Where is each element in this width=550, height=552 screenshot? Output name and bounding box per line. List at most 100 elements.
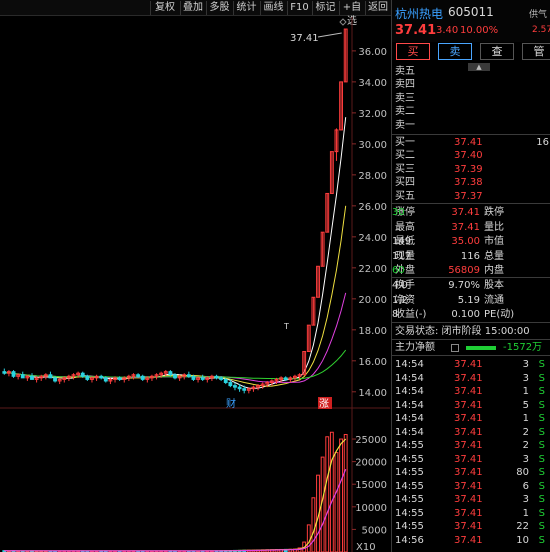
stat-label: 收益(-) <box>395 309 427 320</box>
tick-time: 14:54 <box>395 399 424 411</box>
candle-body <box>90 377 94 380</box>
stock-extra: 供气 <box>529 10 548 20</box>
order-volume: 16 <box>536 137 549 148</box>
high-price-label: 37.41 <box>290 33 319 44</box>
stat-label: 量比 <box>484 221 504 233</box>
divider <box>392 203 550 204</box>
tick-volume: 80 <box>516 467 529 478</box>
candle-body <box>196 377 200 380</box>
ma20-line <box>4 292 347 383</box>
stat-label: 换手 <box>395 280 415 291</box>
stat-label: 股本 <box>484 280 504 291</box>
buy-button[interactable]: 买 <box>396 43 430 60</box>
tick-volume: 3 <box>522 453 529 465</box>
stock-change-pct: 10.00% <box>460 25 499 36</box>
toolbar-button-4[interactable]: 画线 <box>260 1 286 15</box>
volume-bar <box>325 436 330 552</box>
tick-side: S <box>538 372 545 384</box>
tick-volume: 22 <box>516 521 529 532</box>
candle-body <box>2 371 7 374</box>
candle-body <box>186 374 191 377</box>
toolbar-button-8[interactable]: 返回 <box>365 1 390 15</box>
tick-price: 37.41 <box>454 426 483 438</box>
candle-body <box>43 374 48 377</box>
toolbar-button-2[interactable]: 多股 <box>206 1 232 15</box>
divider <box>392 134 550 135</box>
candle-body <box>237 386 242 390</box>
volume-tick-label: 5000 <box>362 525 387 536</box>
tick-row: 14:55 37.41 6 S <box>392 481 550 493</box>
candle-body <box>99 375 104 379</box>
quote-stat-row: 净资 5.19 流通 1.2 <box>392 295 550 307</box>
candle-body <box>113 377 117 380</box>
stat-label: 市值 <box>484 236 504 247</box>
volume-tick-label: 25000 <box>355 435 387 446</box>
order-book-buy-row: 买四 37.38 <box>392 177 550 189</box>
candle-body <box>94 375 99 379</box>
toolbar-button-1[interactable]: 叠加 <box>180 1 205 15</box>
stat-value: 30 <box>392 207 405 218</box>
price-tick-label: 24.00 <box>358 233 387 244</box>
candle-body <box>251 386 256 390</box>
tick-price: 37.41 <box>454 440 483 451</box>
candle-body <box>214 375 219 379</box>
tick-row: 14:54 37.41 3 S <box>392 359 550 371</box>
tick-volume: 6 <box>522 480 529 492</box>
candle-body <box>320 231 325 267</box>
candle-body <box>140 375 145 380</box>
stat-value: 5.19 <box>457 294 480 306</box>
volume-bar <box>311 497 316 552</box>
toolbar-button-0[interactable]: 复权 <box>150 1 179 15</box>
divider <box>392 339 550 340</box>
kline-chart-svg: 36.00 34.00 32.00 30.00 28.00 26.00 24.00 22.00… <box>0 17 390 552</box>
tick-side: S <box>538 399 545 411</box>
price-tick-label: 26.00 <box>358 202 387 213</box>
main-flow-toggle-icon[interactable] <box>451 344 459 352</box>
high-price-pointer <box>317 32 342 38</box>
manage-button[interactable]: 管 <box>522 43 550 60</box>
tick-time: 14:55 <box>395 467 424 478</box>
tick-row: 14:55 37.41 3 S <box>392 494 550 506</box>
tick-time: 14:54 <box>395 413 424 424</box>
stat-value: 116 <box>460 250 480 262</box>
trade-status: 交易状态: 闭市阶段 15:00:00 <box>392 326 550 338</box>
tick-time: 14:54 <box>395 372 424 384</box>
stat-value: 1.2 <box>392 294 408 306</box>
candle-body <box>343 28 348 83</box>
tick-price: 37.41 <box>454 453 483 465</box>
toolbar-button-6[interactable]: 标记 <box>312 1 338 15</box>
order-price: 37.37 <box>454 190 483 202</box>
price-tick-label: 36.00 <box>358 47 387 58</box>
candle-body <box>85 375 90 380</box>
candle-body <box>283 377 288 380</box>
tick-side: S <box>538 413 545 424</box>
candle-body <box>71 374 76 377</box>
price-tick-label: 32.00 <box>358 109 387 120</box>
kline-chart[interactable]: 36.00 34.00 32.00 30.00 28.00 26.00 24.00 22.00… <box>0 17 390 552</box>
toolbar-button-5[interactable]: F10 <box>287 1 311 15</box>
query-button[interactable]: 查 <box>480 43 514 60</box>
toolbar-button-7[interactable]: +自选 <box>339 1 364 27</box>
quote-stat-row: 换手 9.70% 股本 4.0 <box>392 280 550 292</box>
collapse-arrow-icon[interactable]: ▲ <box>468 63 490 71</box>
order-book-sell-row: 卖一 <box>392 120 550 132</box>
candle-body <box>108 378 113 382</box>
toolbar-button-3[interactable]: 统计 <box>233 1 259 15</box>
candle-body <box>168 371 173 376</box>
tick-volume: 5 <box>522 399 529 411</box>
tick-side: S <box>538 453 545 465</box>
volume-tick-label: 10000 <box>355 503 387 514</box>
order-label: 卖一 <box>395 119 415 131</box>
limit-up-marker-bg <box>318 397 332 409</box>
tick-row: 14:55 37.41 80 S <box>392 467 550 479</box>
ma5-line <box>4 117 347 389</box>
tick-volume: 2 <box>522 426 529 438</box>
tick-side: S <box>538 521 545 532</box>
candle-body <box>288 377 293 380</box>
tick-side: S <box>538 386 545 397</box>
volume-tick-label: 20000 <box>355 458 387 469</box>
candle-body <box>163 371 168 374</box>
sell-button[interactable]: 卖 <box>438 43 472 60</box>
stock-header: 杭州热电 605011 供气 37.41 3.40 10.00% 2.57 <box>392 0 550 42</box>
candle-body <box>260 383 265 387</box>
